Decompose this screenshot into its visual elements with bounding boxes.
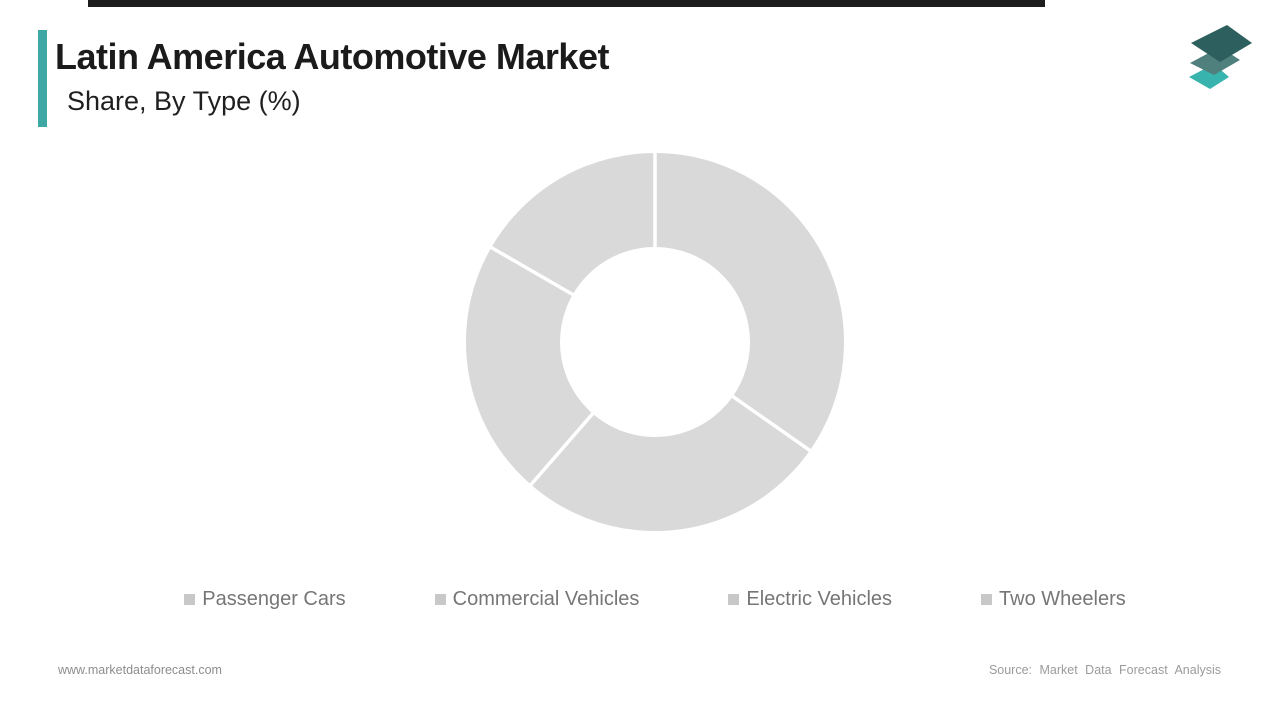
logo-layers-icon	[1189, 25, 1252, 89]
accent-bar	[38, 30, 47, 127]
page-subtitle: Share, By Type (%)	[67, 86, 301, 116]
top-strip	[88, 0, 1045, 7]
legend-marker-icon	[434, 594, 446, 605]
legend-label: Commercial Vehicles	[452, 588, 640, 610]
page-title: Latin America Automotive Market	[55, 36, 609, 77]
segment-divider	[488, 244, 576, 298]
legend-label: Passenger Cars	[202, 588, 346, 610]
legend-item-passenger-cars: Passenger Cars	[184, 588, 346, 611]
donut-chart	[466, 151, 844, 531]
legend-marker-icon	[184, 594, 196, 605]
legend-item-two-wheelers: Two Wheelers	[981, 588, 1126, 611]
footer-source-text: Source: Market Data Forecast Analysis	[988, 663, 1221, 677]
legend-item-commercial-vehicles: Commercial Vehicles	[434, 588, 640, 611]
legend-marker-icon	[981, 594, 993, 605]
segment-divider	[730, 393, 813, 453]
legend-marker-icon	[728, 594, 740, 605]
market-data-forecast-logo	[1189, 25, 1252, 89]
chart-legend: Passenger Cars Commercial Vehicles Elect…	[0, 588, 1280, 611]
legend-item-electric-vehicles: Electric Vehicles	[728, 588, 892, 611]
legend-label: Electric Vehicles	[746, 588, 893, 610]
legend-label: Two Wheelers	[999, 588, 1126, 610]
segment-divider	[528, 411, 596, 488]
footer-website-link[interactable]: www.marketdataforecast.com	[58, 663, 222, 677]
